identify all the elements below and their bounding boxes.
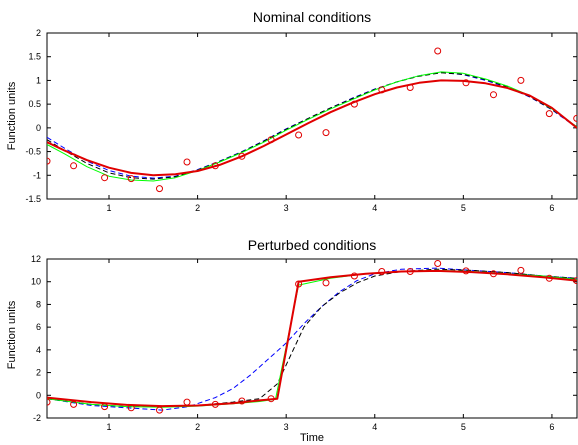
perturbed-conditions-panel: Perturbed conditions Function units Time… <box>6 237 578 444</box>
series-line-2 <box>47 72 577 180</box>
data-point <box>490 270 497 278</box>
data-point <box>127 404 135 412</box>
data-point <box>156 406 163 414</box>
data-point <box>406 268 414 275</box>
y-tick-label: 12 <box>31 254 41 264</box>
data-point <box>127 175 135 183</box>
data-point <box>545 110 553 118</box>
x-tick-label: 2 <box>195 203 200 213</box>
y-tick-label: -1.5 <box>25 194 41 204</box>
data-point <box>211 162 219 170</box>
nominal-conditions-panel: Nominal conditions Function units 1 2 3 4 5 6… <box>6 9 578 213</box>
x-tick-label: 2 <box>195 422 200 432</box>
data-point <box>406 84 414 91</box>
data-point <box>47 398 51 406</box>
data-point <box>434 47 442 55</box>
series-line-3 <box>47 71 577 182</box>
data-point <box>238 397 246 405</box>
data-point <box>211 400 219 408</box>
data-point <box>295 280 303 288</box>
data-point <box>70 162 78 170</box>
data-point <box>47 157 51 165</box>
data-point <box>70 400 78 408</box>
y-tick-label: 0.5 <box>28 99 41 109</box>
data-point <box>573 114 577 122</box>
y-axis-label: Function units <box>6 300 18 369</box>
data-point <box>322 279 330 287</box>
y-tick-label: 6 <box>36 322 41 332</box>
data-point <box>350 100 358 108</box>
x-tick-label: 4 <box>372 422 377 432</box>
data-point <box>101 174 109 182</box>
y-tick-label: 1.5 <box>28 52 41 62</box>
x-tick-label: 5 <box>461 203 466 213</box>
data-point <box>238 152 246 160</box>
data-point <box>434 260 442 267</box>
y-tick-label: -0.5 <box>25 147 41 157</box>
data-point <box>183 398 191 406</box>
x-tick-label: 6 <box>549 203 554 213</box>
x-tick-label: 3 <box>284 203 289 213</box>
y-tick-label: -2 <box>33 413 41 423</box>
y-tick-label: 2 <box>36 368 41 378</box>
series-line-4 <box>47 79 577 177</box>
y-axis-label: Function units <box>6 81 18 150</box>
data-point <box>462 79 470 87</box>
y-tick-label: 1 <box>36 75 41 85</box>
x-tick-label: 1 <box>107 422 112 432</box>
y-tick-label: 4 <box>36 345 41 355</box>
data-point <box>462 267 470 275</box>
y-tick-label: 0 <box>36 390 41 400</box>
chart-title: Perturbed conditions <box>248 237 376 253</box>
data-point <box>267 395 275 403</box>
x-tick-label: 3 <box>284 422 289 432</box>
x-tick-label: 4 <box>372 203 377 213</box>
y-tick-label: 2 <box>36 28 41 38</box>
x-axis-label: Time <box>300 432 324 444</box>
data-point <box>573 277 577 285</box>
y-tick-label: 0 <box>36 123 41 133</box>
x-tick-label: 5 <box>461 422 466 432</box>
x-tick-label: 1 <box>107 203 112 213</box>
data-point <box>295 131 303 139</box>
data-point <box>517 266 525 274</box>
data-point <box>545 274 553 282</box>
data-point <box>517 76 525 84</box>
y-tick-label: 8 <box>36 299 41 309</box>
data-point <box>350 272 358 280</box>
data-point <box>156 185 163 193</box>
data-point <box>490 91 497 99</box>
plot-area <box>46 32 578 200</box>
plot-area <box>46 258 578 419</box>
x-tick-label: 6 <box>549 422 554 432</box>
y-tick-label: 10 <box>31 277 41 287</box>
data-point <box>378 268 386 275</box>
data-point <box>183 158 191 166</box>
y-tick-label: -1 <box>33 170 41 180</box>
chart-title: Nominal conditions <box>253 9 371 25</box>
data-point <box>378 86 386 94</box>
data-point <box>101 403 109 411</box>
data-point <box>267 136 275 144</box>
data-point <box>322 129 330 137</box>
series-line-4 <box>47 269 577 408</box>
